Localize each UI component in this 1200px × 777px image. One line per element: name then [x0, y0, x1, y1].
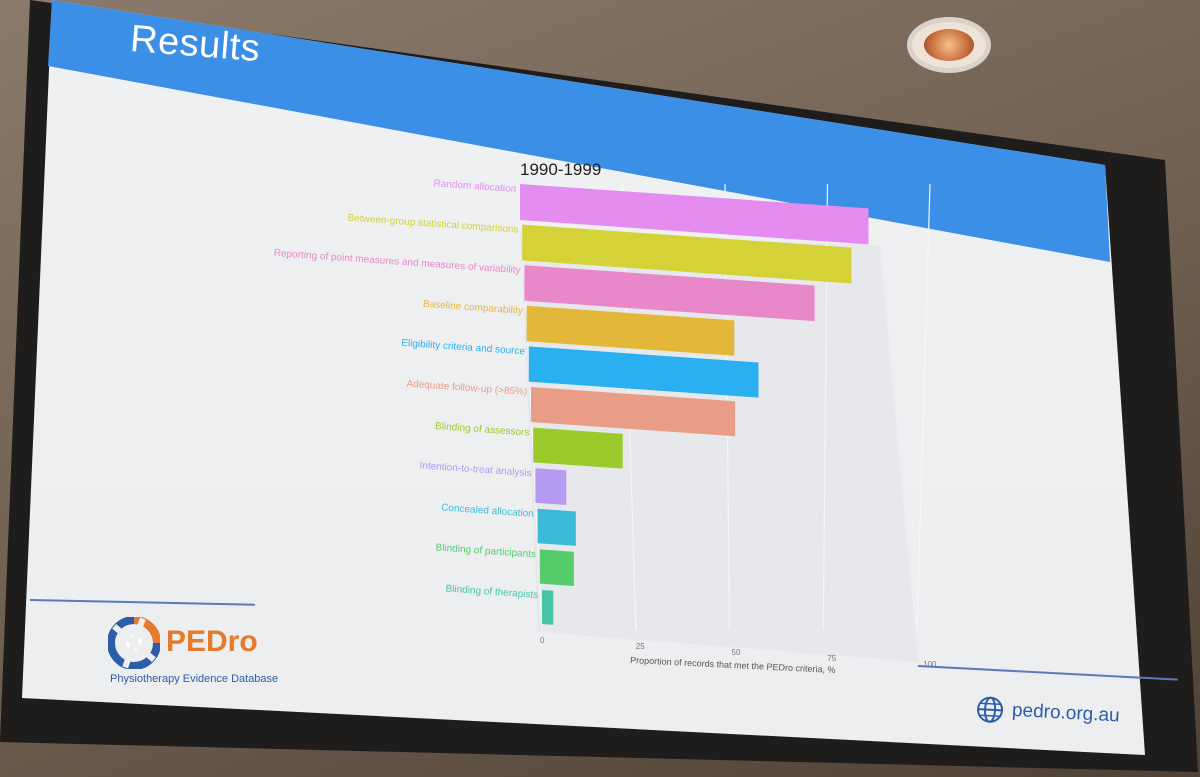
bar	[522, 224, 852, 284]
category-label: Eligibility criteria and source	[401, 338, 526, 358]
category-label: Adequate follow-up (>85%)	[406, 379, 527, 398]
bar	[528, 346, 759, 398]
bar	[531, 387, 736, 437]
bar	[542, 590, 554, 625]
pedro-logo-tagline: Physiotherapy Evidence Database	[110, 673, 279, 685]
x-tick-label: 100	[923, 660, 937, 669]
grid-line	[916, 183, 931, 631]
website-text: pedro.org.au	[1011, 699, 1121, 727]
category-labels: Random allocation Between-group statistic…	[273, 178, 538, 601]
pedro-logo-icon	[108, 617, 160, 669]
category-label: Between-group statistical comparisons	[347, 213, 519, 236]
pedro-logo: PEDro Physiotherapy Evidence Database	[106, 615, 306, 695]
bar	[537, 508, 576, 546]
chart-title: 1990-1999	[520, 160, 602, 179]
category-label: Random allocation	[433, 178, 516, 195]
website-link: pedro.org.au	[975, 695, 1136, 733]
ceiling-light	[912, 22, 986, 68]
category-label: Concealed allocation	[441, 502, 534, 519]
bar	[524, 265, 815, 322]
bar	[539, 549, 574, 586]
bars	[520, 184, 869, 625]
x-tick-label: 50	[732, 648, 741, 657]
bar	[520, 184, 869, 245]
category-label: Blinding of assessors	[435, 421, 530, 439]
bar	[533, 427, 623, 469]
pedro-logo-text: PEDro	[166, 625, 258, 658]
globe-icon	[977, 696, 1004, 723]
category-label: Blinding of participants	[435, 542, 536, 560]
category-label: Blinding of therapists	[445, 584, 538, 601]
x-tick-label: 25	[636, 642, 645, 651]
x-tick-label: 75	[827, 654, 836, 663]
x-axis-title: Proportion of records that met the PEDro…	[630, 655, 836, 675]
category-label: Intention-to-treat analysis	[419, 460, 532, 479]
x-tick-label: 0	[540, 636, 545, 645]
bar	[535, 468, 567, 505]
category-label: Baseline comparability	[423, 299, 524, 317]
x-tick-labels: 0 25 50 75 100	[540, 636, 937, 669]
category-label: Reporting of point measures and measures…	[273, 248, 521, 276]
bar	[526, 305, 735, 356]
